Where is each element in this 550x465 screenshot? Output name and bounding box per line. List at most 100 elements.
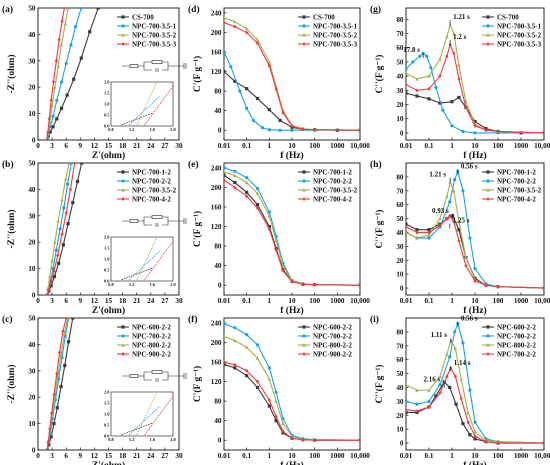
x-tick-label: 100 [493,297,504,305]
inset-series-line [136,82,158,126]
peak-annotation: 1.14 s [454,359,471,367]
data-point [57,261,61,265]
data-point [473,267,477,271]
data-point [445,54,449,59]
series-line-3 [46,163,70,295]
series-line-1 [46,163,83,295]
y-axis-label: C''(F g⁻¹) [374,210,385,249]
y-tick-label: 40 [396,229,404,237]
x-tick-label: 10,000 [350,297,370,305]
data-point [245,345,249,349]
data-point [281,268,285,273]
y-tick-label: 120 [211,378,222,386]
inset-x-tick-label: 1.6 [150,437,156,442]
data-point [406,230,408,235]
y-axis-label: -Z''(ohm) [6,54,17,93]
legend-swatch-marker [302,188,306,192]
data-point [457,219,461,223]
y-tick-label: 10 [396,426,404,434]
data-point [56,219,60,223]
x-tick-label: 10,000 [350,452,370,460]
data-point [57,37,61,42]
data-point [54,248,58,252]
data-point [438,101,442,105]
y-tick-label: 20 [28,394,36,402]
x-axis-label: Z'(ohm) [92,150,125,161]
inset-y-tick-label: 0.5 [104,423,110,428]
data-point [461,129,465,134]
legend-entry: NPC-700-2-2 [132,332,171,340]
y-tick-label: 80 [396,328,404,336]
x-tick-label: 0.1 [425,297,434,305]
legend: NPC-600-2-2NPC-700-2-2NPC-800-2-2NPC-900… [117,323,171,358]
data-point [468,433,472,437]
panel-b: 0 3 6 9 12 15 18 21 24 27 30 0 10 20 30 40 50 Z'(ohm) -Z''… [2,159,187,316]
data-point [255,356,260,360]
legend: NPC-700-1-2NPC-700-2-2NPC-700-3.5-2NPC-7… [298,168,358,203]
data-point [445,352,449,356]
inset-y-tick-label: 2.0 [104,80,110,85]
data-point [245,190,249,194]
data-point [445,194,449,198]
data-point [69,43,73,47]
data-point [71,201,75,205]
resistor-symbol [129,374,139,378]
x-axis-label: f (Hz) [280,150,303,161]
x-tick-label: 100 [493,452,504,460]
data-point [224,362,226,367]
data-point [80,163,84,165]
data-point [267,227,271,231]
x-axis-label: f (Hz) [463,460,486,465]
data-point [358,128,360,133]
data-point [453,178,457,182]
y-tick-label: 50 [396,215,404,223]
y-axis-label: C'(F g⁻¹) [192,211,203,247]
data-point [73,163,77,165]
x-axis-label: f (Hz) [463,150,486,161]
data-point [427,399,431,403]
data-point [58,350,62,355]
data-point [473,434,477,439]
data-point [245,106,249,110]
y-tick-label: 10 [28,420,36,428]
data-point [56,64,60,68]
data-point [452,51,456,56]
data-point [267,398,271,403]
data-point [427,388,431,392]
inset-x-tick-label: 1.2 [129,282,135,287]
inset-y-tick-label: 2.0 [104,390,110,395]
inset-series-line [128,95,161,126]
legend-entry: NPC-700-4-2 [497,195,536,203]
x-tick-label: 10,000 [534,297,550,305]
capacitor-symbol [155,68,159,72]
resistor-symbol [151,60,163,64]
data-point [64,176,68,181]
legend-swatch-marker [121,42,125,46]
data-point [47,287,51,292]
data-point [267,213,271,218]
inset-y-tick-label: 1.0 [104,102,110,107]
data-point [542,286,544,291]
data-point [542,130,544,135]
data-point [274,248,278,253]
legend-entry: NPC-900-2-2 [313,350,352,358]
data-point [473,123,477,128]
panel-label: (e) [188,159,199,170]
data-point [434,394,438,398]
data-point [267,210,271,214]
data-point [49,284,53,288]
y-axis-label: -Z''(ohm) [6,364,17,403]
panel-label: (g) [370,4,381,15]
data-point [233,173,237,178]
legend-swatch-marker [121,325,125,329]
data-point [438,383,442,387]
inset-series-line [144,395,173,436]
x-tick-label: 100 [493,142,504,150]
data-point [96,8,100,10]
inset-series-line [128,250,161,281]
series-line-2 [46,8,82,140]
data-point [45,448,49,450]
x-tick-label: 10,000 [534,452,550,460]
y-tick-label: 120 [211,223,222,231]
legend-entry: CS-700 [132,13,154,21]
